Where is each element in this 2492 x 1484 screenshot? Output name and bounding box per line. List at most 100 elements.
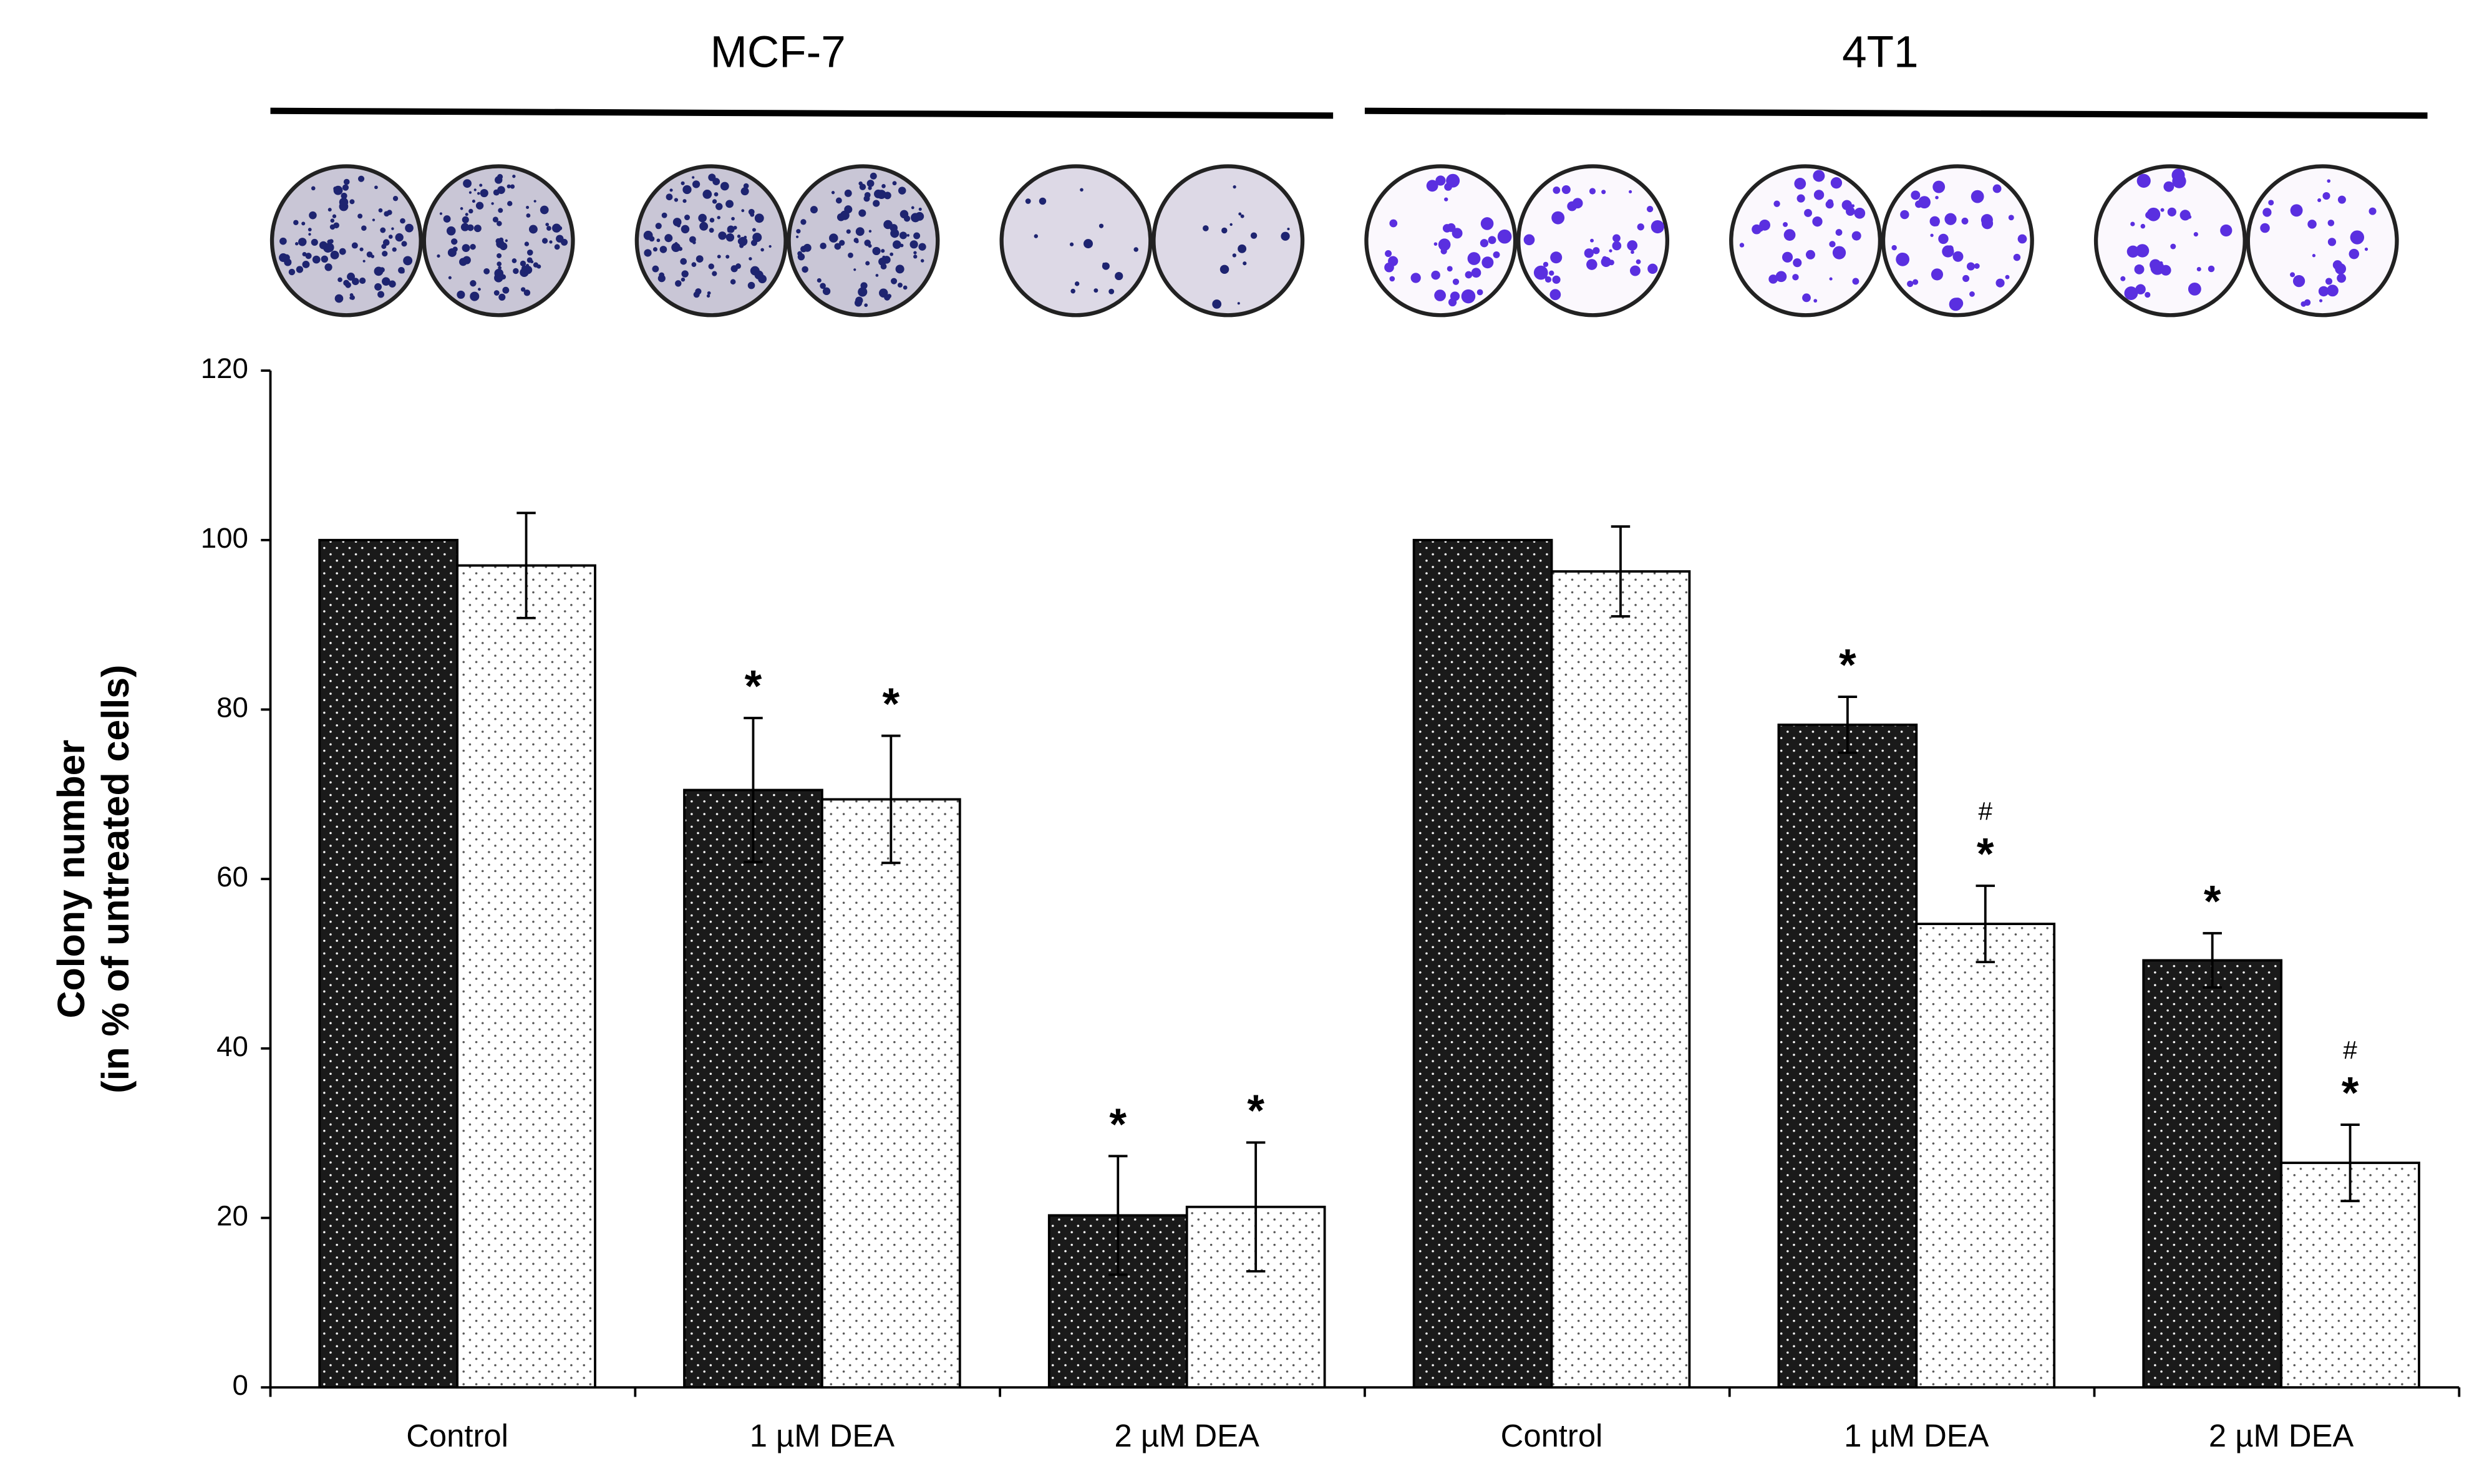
colony [1590, 238, 1594, 243]
colony [533, 200, 536, 203]
bar [1777, 723, 1918, 1389]
colony [1835, 229, 1843, 236]
colony [1480, 239, 1489, 248]
colony [2135, 284, 2146, 295]
colony [1572, 198, 1583, 209]
colony [520, 270, 525, 275]
colony [1829, 241, 1836, 248]
colony [498, 237, 504, 243]
colony [797, 251, 802, 256]
colony [470, 243, 476, 250]
colony [497, 253, 502, 258]
colony [695, 288, 702, 295]
colony [1647, 263, 1658, 274]
significance-marker: * [2204, 877, 2221, 926]
colony [918, 207, 922, 211]
colony [1476, 289, 1483, 296]
colony [392, 247, 397, 252]
colony [1426, 180, 1438, 192]
colony [2120, 276, 2126, 281]
colony [1561, 185, 1571, 195]
colony [460, 223, 469, 231]
colony [349, 199, 355, 205]
colony [1651, 220, 1664, 234]
colony [855, 240, 859, 244]
x-tick-label: Control [1501, 1418, 1603, 1453]
colony [439, 212, 443, 215]
bar [318, 538, 459, 1389]
colony [321, 255, 329, 263]
colony [2326, 284, 2339, 297]
colony [817, 278, 822, 283]
significance-marker: * [745, 662, 762, 711]
colony [2220, 224, 2233, 237]
colony [1739, 243, 1745, 248]
significance-marker: * [883, 680, 900, 729]
x-tick-label: 1 µM DEA [1844, 1418, 1989, 1453]
colony [343, 178, 350, 185]
colony [682, 199, 687, 203]
colony [329, 224, 336, 230]
colony [727, 225, 735, 233]
colony [2167, 207, 2176, 216]
bar [456, 564, 596, 1389]
colony [674, 241, 678, 245]
colony [1812, 216, 1823, 227]
colony [524, 241, 530, 246]
colony [1825, 200, 1834, 209]
colony [913, 251, 917, 255]
y-tick-label: 100 [201, 522, 248, 554]
colony [1773, 200, 1780, 207]
colony [718, 231, 727, 240]
colony [1830, 177, 1843, 189]
colony [2134, 264, 2145, 274]
colony [374, 185, 378, 190]
colony [875, 274, 879, 277]
colony [468, 208, 473, 214]
colony [831, 191, 835, 195]
group-line [270, 107, 1334, 119]
colony [1851, 204, 1855, 208]
colony [473, 188, 477, 192]
colony [357, 213, 363, 219]
colony [730, 279, 736, 285]
bar [683, 788, 823, 1389]
colony [1949, 298, 1962, 311]
colony [1627, 240, 1638, 251]
colony [352, 280, 355, 283]
colony [2160, 208, 2165, 212]
colony [1947, 245, 1954, 252]
colony [681, 277, 686, 282]
colony [334, 294, 344, 303]
colony [1601, 190, 1606, 195]
colony [2136, 173, 2151, 188]
colony [2179, 210, 2191, 221]
colony [730, 265, 738, 273]
colony [1133, 247, 1138, 252]
colony [352, 278, 359, 286]
colony [302, 260, 310, 268]
colony [337, 277, 342, 283]
colony [523, 289, 531, 296]
colony [741, 209, 745, 213]
colony [868, 186, 872, 190]
colony [1093, 288, 1098, 293]
colony [1992, 184, 2002, 193]
colony [491, 202, 494, 205]
y-tick-label: 20 [216, 1200, 248, 1232]
colony [802, 266, 808, 273]
colony [702, 190, 712, 199]
colony [1966, 262, 1976, 271]
colony [382, 250, 388, 257]
colony [860, 282, 868, 289]
colony [480, 188, 488, 198]
colony [2170, 243, 2176, 250]
colony [898, 187, 906, 195]
colony [1410, 273, 1421, 283]
colony [1533, 265, 1548, 280]
colony [308, 228, 312, 231]
colony [468, 191, 472, 194]
colony [546, 226, 551, 231]
colony [859, 183, 866, 190]
